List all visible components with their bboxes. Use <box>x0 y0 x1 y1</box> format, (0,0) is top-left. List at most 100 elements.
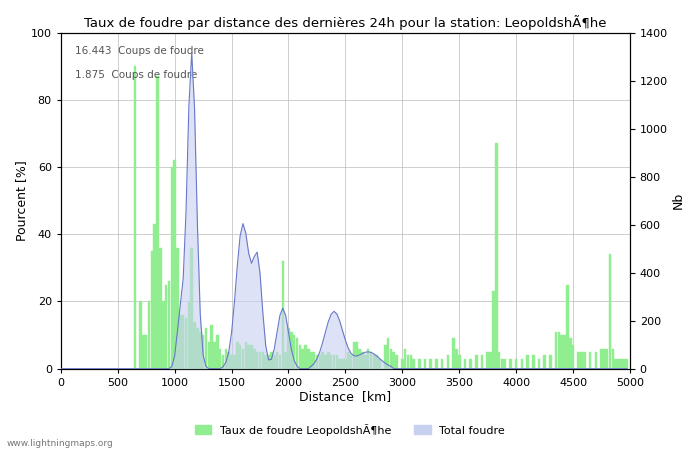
Bar <box>583 352 586 369</box>
Bar <box>299 345 301 369</box>
Bar <box>378 359 381 369</box>
Title: Taux de foudre par distance des dernières 24h pour la station: LeopoldshÃ¶he: Taux de foudre par distance des dernière… <box>84 15 607 30</box>
Bar <box>495 144 498 369</box>
Bar <box>162 302 164 369</box>
Bar <box>572 345 574 369</box>
Bar <box>247 345 250 369</box>
Bar <box>458 355 461 369</box>
Bar <box>330 355 332 369</box>
Bar <box>489 352 492 369</box>
Text: 16.443  Coups de foudre: 16.443 Coups de foudre <box>75 46 204 56</box>
Bar <box>509 359 512 369</box>
Bar <box>569 338 571 369</box>
Bar <box>304 345 307 369</box>
Bar <box>193 322 196 369</box>
Bar <box>404 348 407 369</box>
Bar <box>492 292 495 369</box>
Bar <box>589 352 591 369</box>
Bar <box>174 160 176 369</box>
Bar <box>609 254 611 369</box>
Bar <box>270 352 273 369</box>
Bar <box>390 348 392 369</box>
Bar <box>225 348 227 369</box>
Bar <box>211 325 213 369</box>
Bar <box>222 355 224 369</box>
Bar <box>145 335 148 369</box>
Bar <box>241 348 244 369</box>
Bar <box>276 352 279 369</box>
Bar <box>171 167 173 369</box>
Bar <box>196 328 199 369</box>
Bar <box>250 345 253 369</box>
Y-axis label: Pourcent [%]: Pourcent [%] <box>15 160 28 241</box>
Bar <box>344 359 346 369</box>
Bar <box>338 359 341 369</box>
Bar <box>287 328 290 369</box>
Bar <box>259 352 261 369</box>
Bar <box>335 355 338 369</box>
Bar <box>447 355 449 369</box>
Bar <box>617 359 620 369</box>
Bar <box>239 345 241 369</box>
Bar <box>139 302 142 369</box>
Bar <box>367 348 370 369</box>
Bar <box>441 359 443 369</box>
Bar <box>475 355 477 369</box>
Bar <box>156 76 159 369</box>
Bar <box>393 352 395 369</box>
Bar <box>324 355 327 369</box>
Bar <box>401 359 404 369</box>
Bar <box>500 359 503 369</box>
Bar <box>561 335 563 369</box>
Bar <box>375 355 378 369</box>
Bar <box>521 359 523 369</box>
Bar <box>600 348 603 369</box>
Bar <box>179 315 181 369</box>
Bar <box>515 359 517 369</box>
Bar <box>279 355 281 369</box>
Bar <box>353 342 355 369</box>
Bar <box>554 332 557 369</box>
Bar <box>168 281 170 369</box>
Bar <box>424 359 426 369</box>
Bar <box>284 352 287 369</box>
Bar <box>455 348 458 369</box>
Bar <box>526 355 528 369</box>
Bar <box>594 352 597 369</box>
Bar <box>204 328 207 369</box>
Text: www.lightningmaps.org: www.lightningmaps.org <box>7 439 113 448</box>
Bar <box>313 352 316 369</box>
Bar <box>538 359 540 369</box>
Bar <box>566 285 568 369</box>
Bar <box>164 285 167 369</box>
Bar <box>318 355 321 369</box>
Bar <box>558 332 560 369</box>
Bar <box>295 338 298 369</box>
Bar <box>603 348 606 369</box>
Y-axis label: Nb: Nb <box>672 192 685 209</box>
Bar <box>188 302 190 369</box>
Bar <box>310 352 312 369</box>
Bar <box>498 352 500 369</box>
Bar <box>281 261 284 369</box>
Bar <box>265 355 267 369</box>
Bar <box>532 355 535 369</box>
Bar <box>350 355 352 369</box>
Bar <box>182 315 185 369</box>
Bar <box>387 338 389 369</box>
Bar <box>370 352 372 369</box>
Bar <box>543 355 546 369</box>
Bar <box>626 359 629 369</box>
Bar <box>190 248 193 369</box>
Bar <box>153 224 156 369</box>
Bar <box>481 355 483 369</box>
Bar <box>199 332 202 369</box>
Bar <box>293 335 295 369</box>
Bar <box>327 352 330 369</box>
Bar <box>150 251 153 369</box>
Bar <box>202 335 204 369</box>
Bar <box>486 352 489 369</box>
Bar <box>410 355 412 369</box>
Bar <box>469 359 472 369</box>
Bar <box>230 355 233 369</box>
